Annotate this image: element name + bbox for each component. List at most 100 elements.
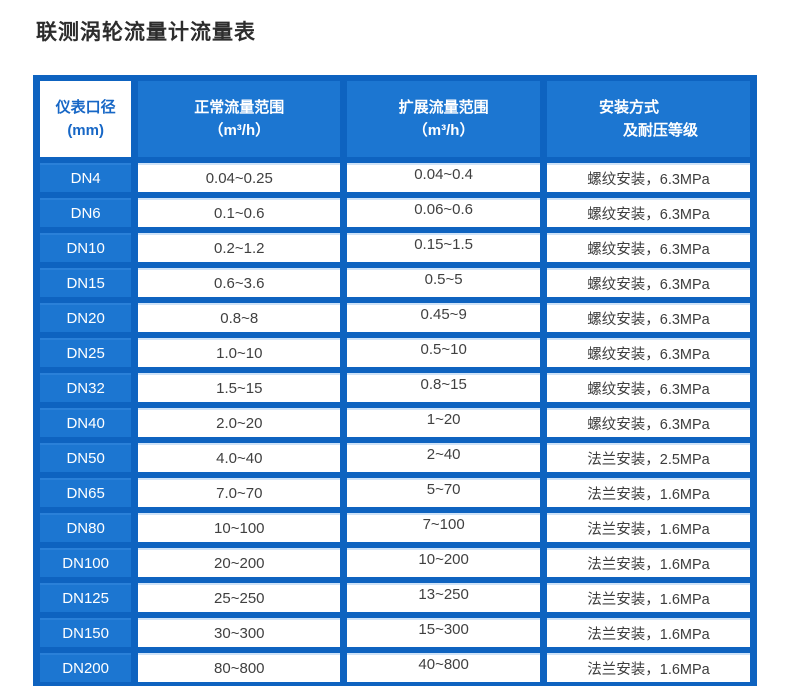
installation-cell: 螺纹安装，6.3MPa — [547, 408, 750, 437]
extended-range-cell-value: 5~70 — [426, 481, 461, 498]
table-row: DN20 0.8~8 0.45~9 螺纹安装，6.3MPa — [40, 303, 750, 332]
normal-range-cell: 0.8~8 — [138, 303, 341, 332]
page-title: 联测涡轮流量计流量表 — [36, 21, 256, 44]
normal-range-cell: 20~200 — [138, 548, 341, 577]
diameter-cell: DN125 — [40, 583, 132, 612]
table-row: DN65 7.0~70 5~70 法兰安装，1.6MPa — [40, 478, 750, 507]
flow-rate-table: 仪表口径 (mm) 正常流量范围 （m³/h） 扩展流量范围 （m³ — [33, 75, 757, 686]
diameter-cell: DN20 — [40, 303, 132, 332]
extended-range-cell: 0.06~0.6 — [347, 198, 541, 227]
installation-cell: 螺纹安装，6.3MPa — [547, 268, 750, 297]
normal-range-cell: 0.04~0.25 — [138, 163, 341, 192]
header-normal-range-line1: 正常流量范围 — [194, 98, 285, 116]
header-diameter: 仪表口径 (mm) — [40, 81, 132, 157]
table-row: DN100 20~200 10~200 法兰安装，1.6MPa — [40, 548, 750, 577]
diameter-cell: DN10 — [40, 233, 132, 262]
extended-range-cell: 40~800 — [347, 653, 541, 682]
table-row: DN50 4.0~40 2~40 法兰安装，2.5MPa — [40, 443, 750, 472]
header-installation-line1: 安装方式 — [599, 98, 660, 116]
diameter-cell: DN32 — [40, 373, 132, 402]
table-row: DN150 30~300 15~300 法兰安装，1.6MPa — [40, 618, 750, 647]
extended-range-cell: 15~300 — [347, 618, 541, 647]
extended-range-cell: 7~100 — [347, 513, 541, 542]
normal-range-cell: 0.6~3.6 — [138, 268, 341, 297]
extended-range-cell: 13~250 — [347, 583, 541, 612]
extended-range-cell-value: 13~250 — [418, 586, 469, 603]
header-extended-range-line1: 扩展流量范围 — [398, 98, 489, 116]
normal-range-cell: 25~250 — [138, 583, 341, 612]
diameter-cell: DN4 — [40, 163, 132, 192]
extended-range-cell-value: 1~20 — [426, 411, 461, 428]
table-row: DN32 1.5~15 0.8~15 螺纹安装，6.3MPa — [40, 373, 750, 402]
extended-range-cell: 0.04~0.4 — [347, 163, 541, 192]
diameter-cell: DN100 — [40, 548, 132, 577]
table-row: DN200 80~800 40~800 法兰安装，1.6MPa — [40, 653, 750, 682]
diameter-cell: DN25 — [40, 338, 132, 367]
extended-range-cell: 0.8~15 — [347, 373, 541, 402]
header-extended-range-line2: （m³/h） — [412, 122, 475, 139]
normal-range-cell: 1.0~10 — [138, 338, 341, 367]
extended-range-cell: 0.15~1.5 — [347, 233, 541, 262]
extended-range-cell-value: 15~300 — [418, 621, 469, 638]
installation-cell: 螺纹安装，6.3MPa — [547, 163, 750, 192]
installation-cell: 法兰安装，1.6MPa — [547, 653, 750, 682]
header-row: 仪表口径 (mm) 正常流量范围 （m³/h） 扩展流量范围 （m³ — [40, 81, 750, 157]
normal-range-cell: 0.2~1.2 — [138, 233, 341, 262]
extended-range-cell-value: 0.06~0.6 — [414, 201, 474, 218]
installation-cell: 螺纹安装，6.3MPa — [547, 303, 750, 332]
normal-range-cell: 4.0~40 — [138, 443, 341, 472]
normal-range-cell: 30~300 — [138, 618, 341, 647]
installation-cell: 法兰安装，1.6MPa — [547, 548, 750, 577]
installation-cell: 法兰安装，1.6MPa — [547, 478, 750, 507]
header-diameter-line2: (mm) — [67, 122, 104, 139]
installation-cell: 法兰安装，1.6MPa — [547, 583, 750, 612]
extended-range-cell: 10~200 — [347, 548, 541, 577]
extended-range-cell-value: 0.5~10 — [420, 341, 467, 358]
extended-range-cell-value: 0.15~1.5 — [414, 236, 474, 253]
header-diameter-line1: 仪表口径 — [55, 98, 116, 116]
extended-range-cell-value: 0.45~9 — [420, 306, 467, 323]
table-row: DN40 2.0~20 1~20 螺纹安装，6.3MPa — [40, 408, 750, 437]
extended-range-cell: 1~20 — [347, 408, 541, 437]
header-installation-line2: 及耐压等级 — [623, 122, 699, 139]
diameter-cell: DN6 — [40, 198, 132, 227]
diameter-cell: DN65 — [40, 478, 132, 507]
table-row: DN15 0.6~3.6 0.5~5 螺纹安装，6.3MPa — [40, 268, 750, 297]
installation-cell: 螺纹安装，6.3MPa — [547, 233, 750, 262]
flow-rate-table-grid: 仪表口径 (mm) 正常流量范围 （m³/h） 扩展流量范围 （m³ — [33, 75, 757, 686]
extended-range-cell-value: 0.5~5 — [424, 271, 463, 288]
normal-range-cell: 80~800 — [138, 653, 341, 682]
extended-range-cell-value: 10~200 — [418, 551, 469, 568]
extended-range-cell-value: 0.04~0.4 — [414, 166, 474, 183]
extended-range-cell-value: 40~800 — [418, 656, 469, 673]
header-extended-range: 扩展流量范围 （m³/h） — [347, 81, 541, 157]
extended-range-cell-value: 7~100 — [422, 516, 465, 533]
table-row: DN6 0.1~0.6 0.06~0.6 螺纹安装，6.3MPa — [40, 198, 750, 227]
diameter-cell: DN40 — [40, 408, 132, 437]
diameter-cell: DN200 — [40, 653, 132, 682]
table-row: DN125 25~250 13~250 法兰安装，1.6MPa — [40, 583, 750, 612]
installation-cell: 法兰安装，2.5MPa — [547, 443, 750, 472]
normal-range-cell: 10~100 — [138, 513, 341, 542]
header-installation: 安装方式 及耐压等级 — [547, 81, 750, 157]
installation-cell: 法兰安装，1.6MPa — [547, 513, 750, 542]
normal-range-cell: 7.0~70 — [138, 478, 341, 507]
installation-cell: 螺纹安装，6.3MPa — [547, 198, 750, 227]
extended-range-cell-value: 0.8~15 — [420, 376, 467, 393]
normal-range-cell: 2.0~20 — [138, 408, 341, 437]
installation-cell: 螺纹安装，6.3MPa — [547, 373, 750, 402]
normal-range-cell: 1.5~15 — [138, 373, 341, 402]
extended-range-cell-value: 2~40 — [426, 446, 461, 463]
diameter-cell: DN15 — [40, 268, 132, 297]
installation-cell: 螺纹安装，6.3MPa — [547, 338, 750, 367]
table-row: DN25 1.0~10 0.5~10 螺纹安装，6.3MPa — [40, 338, 750, 367]
header-normal-range-line2: （m³/h） — [208, 122, 271, 139]
extended-range-cell: 0.5~10 — [347, 338, 541, 367]
normal-range-cell: 0.1~0.6 — [138, 198, 341, 227]
extended-range-cell: 5~70 — [347, 478, 541, 507]
extended-range-cell: 0.5~5 — [347, 268, 541, 297]
extended-range-cell: 2~40 — [347, 443, 541, 472]
diameter-cell: DN80 — [40, 513, 132, 542]
extended-range-cell: 0.45~9 — [347, 303, 541, 332]
table-row: DN4 0.04~0.25 0.04~0.4 螺纹安装，6.3MPa — [40, 163, 750, 192]
